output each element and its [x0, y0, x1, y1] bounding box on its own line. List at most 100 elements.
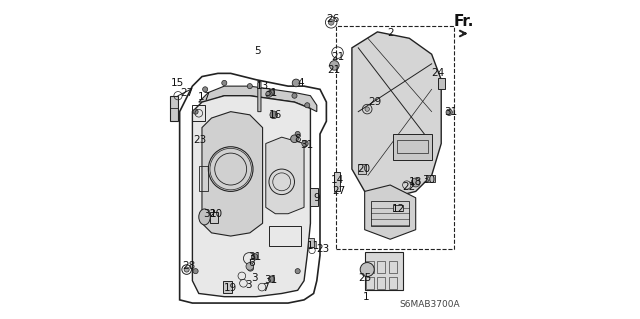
Text: 31: 31 — [264, 87, 278, 98]
Text: 27: 27 — [332, 186, 345, 197]
Bar — [199, 166, 209, 191]
Bar — [223, 281, 232, 293]
Circle shape — [328, 19, 334, 25]
Circle shape — [247, 84, 252, 89]
Circle shape — [247, 265, 253, 271]
Text: 19: 19 — [224, 283, 237, 293]
Bar — [388, 277, 397, 289]
Text: Fr.: Fr. — [453, 14, 474, 29]
Text: 21: 21 — [328, 65, 341, 75]
Circle shape — [365, 107, 369, 111]
Text: 31: 31 — [444, 107, 458, 117]
Circle shape — [266, 91, 272, 97]
Circle shape — [292, 93, 297, 98]
Circle shape — [221, 80, 227, 85]
Text: 20: 20 — [358, 164, 371, 174]
Bar — [378, 261, 385, 273]
Text: 28: 28 — [182, 261, 195, 271]
Text: 2: 2 — [387, 28, 394, 39]
Ellipse shape — [199, 209, 211, 225]
Bar — [394, 134, 431, 160]
Text: S6MAB3700A: S6MAB3700A — [400, 300, 460, 309]
Polygon shape — [352, 32, 441, 198]
Text: 30: 30 — [422, 175, 435, 185]
Text: 3: 3 — [245, 280, 252, 290]
Text: 1: 1 — [363, 292, 369, 302]
Text: 6: 6 — [248, 258, 255, 268]
Text: 18: 18 — [409, 177, 422, 187]
Bar — [336, 26, 454, 249]
Text: 15: 15 — [170, 78, 184, 88]
Circle shape — [295, 269, 300, 274]
Text: 24: 24 — [431, 68, 444, 78]
Text: 26: 26 — [326, 14, 339, 24]
Text: 9: 9 — [314, 193, 320, 203]
Circle shape — [291, 135, 298, 143]
Text: 27: 27 — [180, 87, 193, 98]
Circle shape — [295, 131, 300, 137]
Circle shape — [246, 263, 253, 270]
Bar — [358, 164, 365, 174]
Text: 12: 12 — [392, 204, 404, 214]
Circle shape — [193, 269, 198, 274]
Text: 29: 29 — [368, 97, 381, 107]
Bar — [334, 172, 340, 191]
Text: 32: 32 — [204, 209, 216, 219]
Text: 21: 21 — [331, 52, 344, 63]
Text: 16: 16 — [269, 110, 282, 120]
Circle shape — [270, 111, 278, 119]
Circle shape — [360, 263, 374, 277]
Text: 31: 31 — [300, 140, 313, 150]
Bar — [366, 261, 374, 273]
Polygon shape — [258, 81, 261, 112]
Text: 13: 13 — [256, 81, 269, 91]
Text: 4: 4 — [298, 78, 304, 88]
Circle shape — [252, 254, 258, 260]
Circle shape — [268, 276, 275, 282]
Circle shape — [193, 109, 198, 114]
Text: 31: 31 — [264, 275, 277, 285]
Text: 8: 8 — [294, 134, 301, 144]
Polygon shape — [202, 112, 262, 236]
Text: 10: 10 — [210, 209, 223, 219]
Text: 3: 3 — [252, 272, 258, 283]
Circle shape — [203, 87, 208, 92]
Bar — [371, 201, 410, 226]
Bar — [269, 226, 301, 246]
Circle shape — [446, 109, 452, 115]
Circle shape — [269, 90, 275, 95]
Bar — [193, 105, 205, 121]
Text: 14: 14 — [331, 175, 344, 185]
Bar — [170, 96, 178, 121]
Polygon shape — [199, 86, 317, 112]
Polygon shape — [266, 137, 304, 214]
Bar — [394, 205, 403, 211]
Text: 25: 25 — [358, 273, 372, 283]
Bar — [310, 188, 318, 206]
Circle shape — [184, 267, 189, 272]
Bar — [388, 261, 397, 273]
Bar — [366, 277, 374, 289]
Bar — [438, 78, 445, 89]
Text: 7: 7 — [262, 283, 269, 293]
Circle shape — [292, 79, 300, 87]
Text: 22: 22 — [402, 182, 415, 192]
Bar — [210, 212, 218, 223]
Text: 5: 5 — [255, 46, 261, 56]
Bar — [308, 238, 314, 247]
Text: 11: 11 — [307, 241, 320, 251]
Bar — [365, 252, 403, 290]
Polygon shape — [365, 185, 416, 239]
Bar — [397, 140, 428, 153]
Text: 23: 23 — [193, 135, 206, 145]
Polygon shape — [193, 96, 310, 297]
Circle shape — [330, 61, 339, 70]
Text: 31: 31 — [248, 252, 261, 263]
Circle shape — [302, 140, 308, 147]
Circle shape — [305, 103, 310, 108]
Bar — [426, 175, 435, 182]
Text: 17: 17 — [198, 92, 211, 102]
Text: 23: 23 — [317, 244, 330, 254]
Circle shape — [412, 178, 420, 187]
Bar — [378, 277, 385, 289]
